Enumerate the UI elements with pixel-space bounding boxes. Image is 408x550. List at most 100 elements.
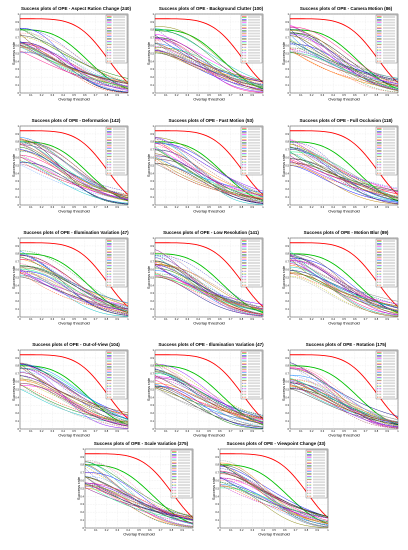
series-line	[20, 144, 128, 198]
series-line	[20, 29, 128, 90]
x-tick-label: 0.8	[240, 93, 244, 97]
y-tick-label: 0.7	[150, 260, 154, 264]
series-line	[290, 41, 398, 82]
chart-title: Success plots of OPE - Fast Motion (53)	[168, 118, 254, 123]
legend-box	[105, 126, 128, 176]
x-tick-label: 0.3	[51, 93, 55, 97]
series-line	[20, 42, 128, 91]
series-line	[85, 484, 193, 528]
series-line	[155, 274, 263, 312]
x-axis-label: Overlap threshold	[58, 321, 90, 326]
y-tick-label: 0.1	[150, 419, 154, 423]
x-tick-label: 0.9	[385, 317, 389, 321]
x-tick-label: 0.6	[218, 317, 222, 321]
x-tick-label: 0	[19, 317, 21, 321]
series-line	[155, 373, 263, 417]
chart-panel: Success plots of OPE - Out-of-View (104)…	[11, 342, 129, 438]
series-line	[220, 460, 328, 527]
series-line	[290, 48, 398, 85]
series-line	[290, 32, 398, 80]
series-line	[290, 375, 398, 424]
y-tick-label: 0.1	[15, 195, 19, 199]
x-tick-label: 0	[19, 429, 21, 433]
y-tick-label: 0.2	[15, 299, 19, 303]
x-tick-label: 0.2	[40, 317, 44, 321]
series-line	[20, 374, 128, 425]
y-tick-label: 0.6	[80, 479, 84, 483]
y-tick-label: 0.2	[285, 299, 289, 303]
chart-panel: Success plots of OPE - Fast Motion (53) 0…	[146, 118, 264, 214]
series-line	[290, 38, 398, 79]
x-tick-label: 0	[154, 317, 156, 321]
x-tick-label: 0	[289, 205, 291, 209]
series-line	[290, 255, 398, 311]
y-tick-label: 0.4	[285, 171, 289, 175]
series-line	[155, 370, 263, 425]
series-line	[290, 151, 398, 191]
series-line	[155, 363, 263, 417]
series-line	[290, 47, 398, 93]
y-tick-label: 0.8	[215, 463, 219, 467]
y-tick-label: 0.8	[285, 252, 289, 256]
y-tick-label: 0.3	[150, 67, 154, 71]
x-tick-label: 0	[154, 429, 156, 433]
x-tick-label: 0.7	[94, 93, 98, 97]
y-tick-label: 0.1	[215, 518, 219, 522]
series-line	[85, 486, 193, 527]
chart-panel: Success plots of OPE - Illumination Vari…	[11, 230, 129, 326]
series-line	[85, 476, 193, 528]
x-tick-label: 0.4	[196, 93, 200, 97]
series-line	[155, 163, 263, 200]
chart-panel: Success plots of OPE - Motion Blur (89) 0…	[281, 230, 399, 326]
y-tick-label: 0.7	[150, 372, 154, 376]
y-tick-label: 0.6	[285, 156, 289, 160]
y-tick-label: 0	[218, 526, 220, 530]
series-line	[155, 149, 263, 202]
y-tick-label: 0.3	[285, 67, 289, 71]
series-line	[290, 384, 398, 423]
y-tick-label: 0.2	[15, 411, 19, 415]
series-line	[155, 52, 263, 89]
y-tick-label: 0.5	[15, 387, 19, 391]
x-tick-label: 0.9	[250, 429, 254, 433]
x-axis-label: Overlap threshold	[193, 209, 225, 214]
y-tick-label: 0.4	[15, 59, 19, 63]
y-axis-label: Success rate	[281, 41, 286, 65]
x-tick-label: 0.7	[94, 429, 98, 433]
y-tick-label: 0.6	[150, 156, 154, 160]
series-line	[155, 275, 263, 315]
x-tick-label: 1	[397, 429, 399, 433]
y-tick-label: 0.3	[15, 291, 19, 295]
series-line	[20, 33, 128, 84]
x-tick-label: 0.7	[229, 205, 233, 209]
series-line	[290, 378, 398, 423]
series-line	[290, 140, 398, 189]
y-tick-label: 0.1	[285, 419, 289, 423]
chart-title: Success plots of OPE - Deformation (142)	[32, 118, 121, 123]
y-tick-label: 1	[288, 348, 290, 352]
y-tick-label: 0.8	[150, 252, 154, 256]
x-tick-label: 0.4	[61, 317, 65, 321]
y-tick-label: 0.5	[15, 275, 19, 279]
x-tick-label: 0	[289, 429, 291, 433]
x-tick-label: 0.2	[310, 429, 314, 433]
x-tick-label: 1	[397, 205, 399, 209]
y-tick-label: 0.1	[150, 195, 154, 199]
series-line	[290, 152, 398, 202]
series-line	[20, 384, 128, 422]
series-line	[20, 47, 128, 93]
chart-title: Success plots of OPE - Rotation (175)	[306, 342, 387, 347]
series-line	[155, 141, 263, 194]
y-tick-label: 1	[288, 124, 290, 128]
y-tick-label: 0.1	[285, 195, 289, 199]
y-tick-label: 0.9	[15, 132, 19, 136]
y-tick-label: 0.2	[285, 411, 289, 415]
series-line	[290, 387, 398, 426]
series-line	[290, 140, 398, 190]
x-tick-label: 0.2	[40, 93, 44, 97]
series-line	[155, 364, 263, 423]
y-axis-label: Success rate	[76, 476, 81, 500]
y-tick-label: 0.3	[15, 179, 19, 183]
chart-panel: Success plots of OPE - Illumination Vari…	[146, 342, 264, 438]
y-tick-label: 0.1	[15, 83, 19, 87]
